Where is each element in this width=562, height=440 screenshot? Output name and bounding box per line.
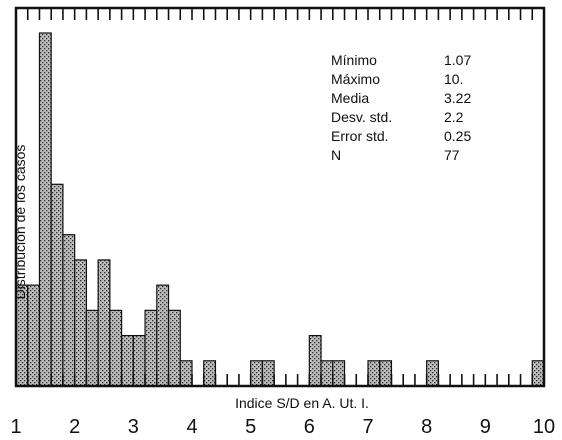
- stat-value: 2.2: [444, 109, 464, 125]
- histogram-bar-21: [367, 360, 381, 387]
- x-tick-label: 5: [245, 416, 256, 438]
- stat-label: Máximo: [331, 71, 380, 87]
- histogram-bar-8: [109, 309, 123, 387]
- stat-label: N: [331, 147, 341, 163]
- x-tick-label: 10: [533, 416, 555, 438]
- x-tick-label: 4: [186, 416, 197, 438]
- stat-label: Mínimo: [331, 52, 377, 68]
- plot-frame: [14, 6, 546, 388]
- histogram-bar-6: [85, 309, 99, 387]
- histogram-bar-22: [379, 360, 393, 387]
- x-tick-label: 7: [362, 416, 373, 438]
- histogram-bar-12: [156, 284, 170, 387]
- histogram-bar-15: [203, 360, 217, 387]
- statistics-box: Mínimo 1.07 Máximo 10. Media 3.22 Desv. std. 2.…: [331, 52, 471, 163]
- histogram-bar-11: [144, 309, 158, 387]
- stat-value: 10.: [444, 71, 463, 87]
- x-tick-label: 3: [128, 416, 139, 438]
- histogram-bar-24: [531, 360, 545, 387]
- x-tick-label: 8: [421, 416, 432, 438]
- histogram-bar-10: [132, 334, 146, 387]
- histogram-bar-7: [97, 259, 111, 387]
- histogram-bar-20: [332, 360, 346, 387]
- stat-label: Desv. std.: [331, 109, 392, 125]
- histogram-bar-18: [308, 334, 322, 387]
- histogram-bar-16: [250, 360, 264, 387]
- histogram-bar-23: [426, 360, 439, 387]
- x-axis-label: Indice S/D en A. Ut. I.: [235, 395, 369, 411]
- x-axis-minor-ticks: [15, 8, 545, 386]
- histogram-bar-5: [74, 259, 87, 387]
- x-axis-tick-labels: 1 2 3 4 5 6 7 8 9 10: [10, 416, 555, 438]
- x-tick-label: 1: [10, 416, 21, 438]
- histogram-bar-13: [167, 309, 181, 387]
- histogram-bar-2: [38, 32, 52, 387]
- histogram-bar-17: [261, 360, 275, 387]
- stat-value: 3.22: [444, 90, 471, 106]
- histogram-bar-9: [120, 334, 134, 387]
- x-tick-label: 2: [69, 416, 80, 438]
- histogram-bar-4: [62, 234, 76, 387]
- x-tick-label: 9: [480, 416, 491, 438]
- histogram-bar-19: [320, 360, 334, 387]
- x-tick-label: 6: [304, 416, 315, 438]
- histogram-bars: [15, 32, 545, 387]
- stat-value: 0.25: [444, 128, 471, 144]
- stat-value: 1.07: [444, 52, 471, 68]
- y-axis-label: Distribución de los casos: [12, 145, 28, 300]
- histogram-bar-1: [27, 284, 41, 387]
- stat-value: 77: [444, 147, 460, 163]
- stat-label: Media: [331, 90, 369, 106]
- histogram-bar-3: [50, 183, 64, 387]
- stat-label: Error std.: [331, 128, 389, 144]
- histogram-bar-14: [179, 360, 193, 387]
